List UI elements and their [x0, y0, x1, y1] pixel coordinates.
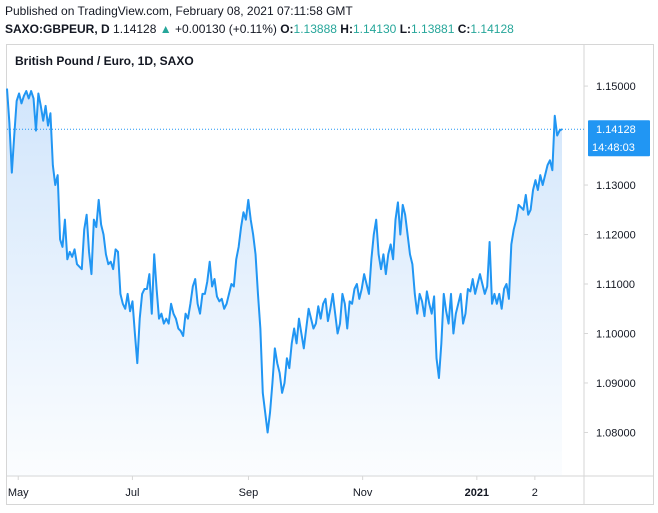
price-tick-label: 1.11000	[596, 279, 635, 291]
symbol-ohlc-bar: SAXO:GBPEUR, D 1.14128 ▲ +0.00130 (+0.11…	[5, 22, 514, 36]
open-value: 1.13888	[293, 22, 337, 36]
price-tick-label: 1.15000	[596, 81, 636, 93]
price-area-fill	[7, 88, 562, 477]
symbol-label: SAXO:GBPEUR, D	[5, 22, 110, 36]
price-tick-label: 1.08000	[596, 427, 636, 439]
up-arrow-icon: ▲	[159, 22, 172, 36]
time-tick-label: May	[8, 487, 29, 499]
time-tick-label: Sep	[239, 487, 259, 499]
close-value: 1.14128	[470, 22, 514, 36]
price-tick-label: 1.13000	[596, 180, 636, 192]
published-note: Published on TradingView.com, February 0…	[5, 4, 353, 18]
price-tick-label: 1.09000	[596, 378, 636, 390]
price-line	[6, 88, 563, 434]
last-price-tag-value: 1.14128	[596, 124, 636, 136]
price-tick-label: 1.12000	[596, 230, 636, 242]
last-price-tag	[588, 120, 650, 157]
high-value: 1.14130	[352, 22, 397, 36]
bar-countdown-timer: 14:48:03	[592, 142, 635, 154]
time-tick-label: Jul	[125, 487, 139, 499]
low-label: L:	[399, 22, 412, 36]
chart-title: British Pound / Euro, 1D, SAXO	[15, 54, 194, 68]
last-price: 1.14128	[113, 22, 157, 36]
open-label: O:	[280, 22, 294, 36]
time-tick-label: 2	[532, 487, 538, 499]
time-tick-label: Nov	[353, 487, 373, 499]
time-tick-label: 2021	[465, 487, 489, 499]
high-label: H:	[340, 22, 353, 36]
chart-frame	[6, 44, 654, 505]
close-label: C:	[457, 22, 471, 36]
low-value: 1.13881	[411, 22, 455, 36]
price-tick-label: 1.10000	[596, 328, 636, 340]
price-change: +0.00130 (+0.11%)	[175, 22, 277, 36]
